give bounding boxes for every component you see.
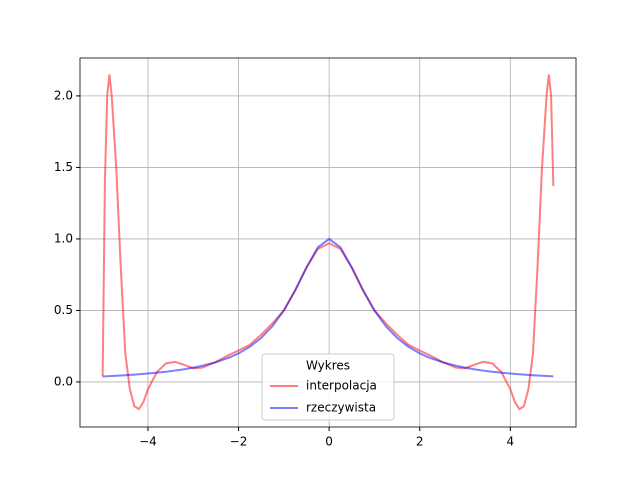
legend-title: Wykres	[306, 359, 350, 373]
y-tick-label: 2.0	[54, 88, 73, 102]
x-tick-label: −4	[139, 435, 157, 449]
y-tick-label: 0.5	[54, 303, 73, 317]
line-series	[102, 237, 554, 378]
y-tick-label: 0.0	[54, 374, 73, 388]
x-tick-label: 4	[506, 435, 514, 449]
x-tick-label: 0	[325, 435, 333, 449]
line-series	[101, 74, 555, 411]
plot-frame	[79, 57, 577, 428]
x-tick-label: 2	[416, 435, 424, 449]
x-tick-label: −2	[230, 435, 248, 449]
y-tick-label: 1.5	[54, 160, 73, 174]
legend-label: rzeczywista	[306, 401, 376, 415]
legend-label: interpolacja	[306, 379, 377, 393]
y-tick-label: 1.0	[54, 231, 73, 245]
legend-box	[261, 353, 395, 421]
